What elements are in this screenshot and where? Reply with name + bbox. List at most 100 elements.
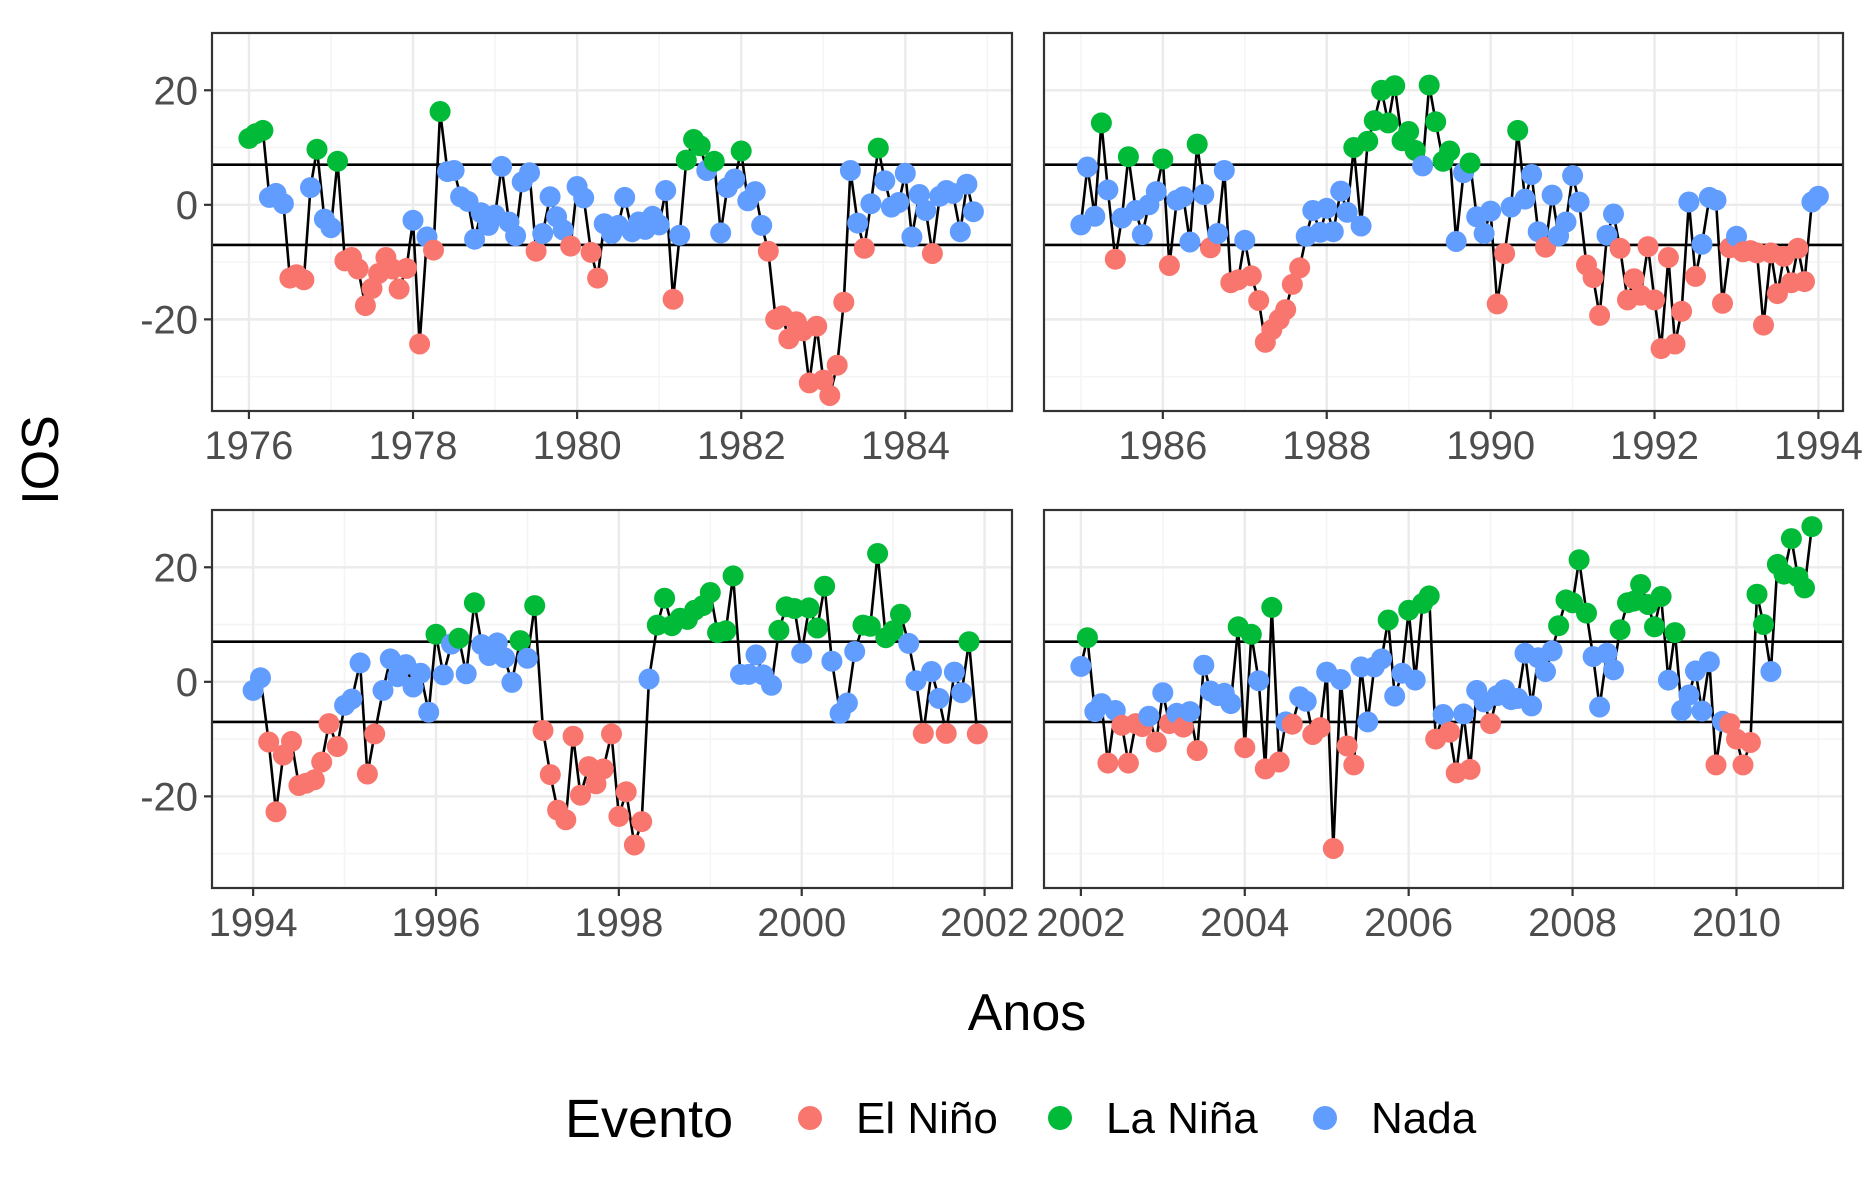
data-point bbox=[356, 763, 378, 785]
data-point bbox=[1671, 300, 1693, 322]
legend-key bbox=[798, 1106, 822, 1130]
data-point bbox=[623, 834, 645, 856]
data-point bbox=[1186, 133, 1208, 155]
panel-background bbox=[1044, 510, 1843, 888]
data-point bbox=[912, 722, 934, 744]
legend-label: La Niña bbox=[1106, 1094, 1258, 1143]
data-point bbox=[341, 688, 363, 710]
data-point bbox=[1623, 268, 1645, 290]
data-point bbox=[1275, 299, 1297, 321]
data-point bbox=[1705, 189, 1727, 211]
data-point bbox=[1248, 670, 1270, 692]
facet-panel: 1986 1988 1990 1992 1994 bbox=[1042, 31, 1863, 468]
y-tick-label: -20 bbox=[140, 298, 198, 342]
data-point bbox=[425, 623, 447, 645]
data-point bbox=[1309, 717, 1331, 739]
data-point bbox=[1097, 179, 1119, 201]
data-point bbox=[560, 235, 582, 257]
x-tick-label: 1990 bbox=[1446, 424, 1535, 468]
data-point bbox=[915, 200, 937, 221]
panel-border bbox=[1042, 31, 1845, 413]
data-point bbox=[1418, 74, 1440, 96]
data-point bbox=[1158, 255, 1180, 276]
x-tick-label: 1988 bbox=[1282, 424, 1371, 468]
x-tick-label: 1982 bbox=[697, 424, 786, 468]
data-point bbox=[1480, 713, 1502, 735]
data-point bbox=[1432, 704, 1454, 725]
data-point bbox=[798, 597, 820, 619]
data-point bbox=[1609, 619, 1631, 641]
data-point bbox=[272, 193, 294, 215]
data-point bbox=[516, 647, 538, 669]
data-point bbox=[761, 674, 782, 696]
data-point bbox=[860, 193, 882, 215]
y-tick-label: -20 bbox=[140, 775, 198, 819]
data-point bbox=[958, 631, 980, 653]
data-point bbox=[491, 155, 513, 177]
data-point bbox=[1473, 223, 1495, 244]
data-point bbox=[1596, 642, 1618, 664]
data-point bbox=[587, 267, 609, 289]
data-point bbox=[1630, 574, 1652, 595]
data-point bbox=[882, 620, 904, 642]
data-point bbox=[1691, 233, 1713, 255]
facet-panel: 1976 1978 1980 1982 1984 -20 0 20 bbox=[140, 31, 1014, 468]
data-point bbox=[956, 173, 978, 195]
data-point bbox=[524, 595, 546, 617]
data-point bbox=[703, 150, 725, 172]
data-point bbox=[429, 101, 451, 122]
data-point bbox=[1289, 257, 1311, 279]
data-point bbox=[951, 682, 973, 704]
x-tick-label: 2008 bbox=[1528, 901, 1617, 945]
x-tick-label: 1994 bbox=[209, 901, 298, 945]
legend-key bbox=[1048, 1106, 1072, 1130]
data-point bbox=[1138, 705, 1160, 727]
x-tick-label: 2006 bbox=[1364, 901, 1453, 945]
data-point bbox=[293, 269, 315, 291]
data-point bbox=[1521, 695, 1543, 717]
x-tick-label: 2002 bbox=[1036, 901, 1125, 945]
x-tick-label: 1978 bbox=[369, 424, 458, 468]
data-point bbox=[250, 667, 271, 689]
legend-item: La Niña bbox=[1048, 1094, 1258, 1143]
data-point bbox=[494, 647, 516, 669]
data-point bbox=[1576, 602, 1597, 624]
data-point bbox=[1322, 838, 1344, 859]
data-point bbox=[1193, 654, 1215, 676]
data-point bbox=[1172, 186, 1194, 208]
data-point bbox=[1240, 623, 1262, 645]
data-point bbox=[1562, 165, 1584, 187]
data-point bbox=[888, 192, 910, 213]
x-tick-label: 1984 bbox=[861, 424, 950, 468]
legend-label: Nada bbox=[1371, 1094, 1477, 1143]
data-point bbox=[614, 186, 636, 208]
data-point bbox=[821, 650, 843, 672]
data-point bbox=[1131, 224, 1153, 246]
data-point bbox=[532, 223, 554, 244]
data-point bbox=[928, 687, 950, 709]
data-point bbox=[1657, 247, 1679, 268]
data-point bbox=[402, 209, 424, 231]
data-point bbox=[1664, 622, 1686, 644]
data-point bbox=[966, 723, 988, 745]
x-tick-label: 1986 bbox=[1118, 424, 1207, 468]
data-point bbox=[1746, 583, 1768, 605]
data-point bbox=[836, 692, 858, 714]
data-point bbox=[921, 243, 943, 264]
data-point bbox=[1541, 184, 1563, 206]
data-point bbox=[1090, 112, 1112, 134]
data-point bbox=[349, 652, 371, 674]
data-point bbox=[448, 627, 470, 649]
data-point bbox=[844, 641, 866, 662]
data-point bbox=[1186, 740, 1208, 761]
data-point bbox=[1644, 616, 1665, 638]
data-point bbox=[318, 713, 340, 735]
x-tick-label: 2010 bbox=[1692, 901, 1781, 945]
x-tick-label: 1976 bbox=[204, 424, 293, 468]
data-point bbox=[608, 805, 630, 827]
data-point bbox=[724, 168, 746, 190]
data-point bbox=[1357, 130, 1379, 152]
data-point bbox=[1322, 221, 1344, 243]
